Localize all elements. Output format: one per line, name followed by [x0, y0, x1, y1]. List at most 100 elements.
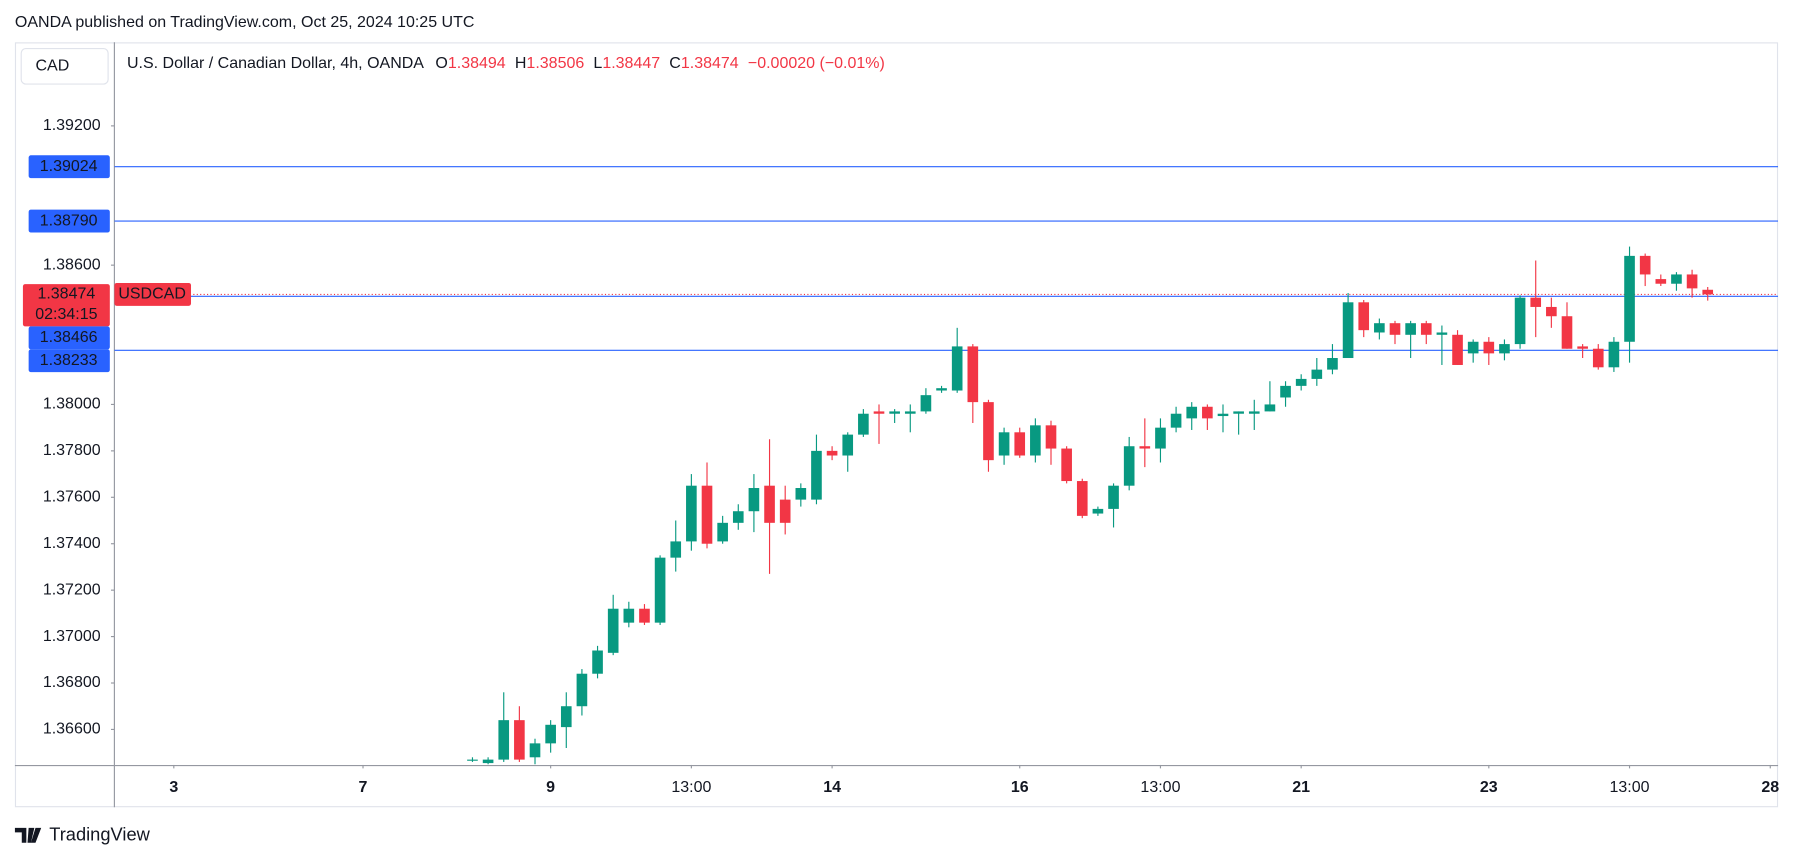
candle-body [1686, 274, 1698, 289]
y-tick-label: 1.36800 [43, 674, 101, 691]
candle-body [1530, 297, 1542, 307]
candle-body [1092, 508, 1104, 514]
candle-body [1358, 302, 1370, 331]
brand-logo [14, 827, 42, 843]
x-tick-label: 16 [1011, 779, 1029, 796]
candle-body [842, 434, 854, 456]
countdown-label: 02:34:15 [35, 306, 97, 323]
candle-body [560, 706, 572, 728]
y-tick-label: 1.38600 [43, 256, 101, 273]
level-box [28, 209, 110, 233]
chart-frame [14, 42, 1779, 808]
candle-body [1076, 481, 1088, 516]
candle-body [1311, 369, 1323, 379]
y-tick-label: 1.39200 [43, 117, 101, 134]
candle-body [1248, 411, 1260, 414]
candle-body [1155, 427, 1166, 449]
candle-body [967, 346, 979, 403]
candle-body [1217, 413, 1229, 417]
candle-body [826, 450, 838, 456]
candle-body [482, 759, 494, 764]
candle-body [1280, 385, 1291, 398]
level-box [28, 326, 110, 350]
y-tick-label: 1.37800 [43, 442, 101, 459]
level-label: 1.38466 [40, 329, 98, 346]
brand-name: TradingView [49, 824, 150, 845]
candle-body [858, 413, 869, 435]
x-tick-label: 13:00 [1140, 779, 1180, 796]
candle-body [889, 411, 900, 414]
candle-body [1592, 348, 1604, 368]
y-tick-label: 1.38000 [43, 396, 101, 413]
ohlc-prefix: H [515, 55, 527, 72]
level-box [28, 349, 110, 373]
candle-body [936, 388, 947, 391]
candle-body [1327, 358, 1338, 370]
candle-body [1577, 346, 1588, 349]
candle-body [654, 557, 666, 623]
candle-body [1499, 344, 1510, 354]
candle-body [1170, 413, 1182, 428]
candle-body [1436, 332, 1448, 335]
ohlc-prefix: C [669, 55, 681, 72]
x-tick-label: 28 [1761, 779, 1779, 796]
currency-button[interactable] [20, 48, 109, 85]
candle-body [1014, 432, 1026, 456]
candle-body [1342, 302, 1354, 359]
candle-body [1295, 378, 1307, 386]
candle-body [920, 395, 932, 412]
y-tick-label: 1.37400 [43, 535, 101, 552]
currency-label: CAD [36, 58, 70, 75]
candle-body [1561, 316, 1573, 349]
candle-body [1483, 341, 1495, 354]
ohlc-value: 1.38506 [526, 55, 584, 72]
level-box [28, 155, 110, 179]
candle-body [811, 450, 822, 500]
ohlc-value: 1.38447 [602, 55, 660, 72]
change-value: −0.00020 (−0.01%) [748, 55, 885, 72]
x-tick-label: 13:00 [671, 779, 711, 796]
plot [114, 166, 1779, 765]
candle-body [1030, 425, 1041, 456]
candle-body [467, 759, 478, 761]
x-tick-label: 7 [359, 779, 368, 796]
chart-header: U.S. Dollar / Canadian Dollar, 4h, OANDA… [127, 55, 885, 72]
candle-body [1639, 255, 1651, 275]
candle-body [748, 488, 760, 512]
candle-body [514, 720, 525, 760]
candle-body [1405, 323, 1416, 335]
candle-body [1624, 255, 1635, 342]
y-tick-label: 1.36600 [43, 721, 101, 738]
candle-body [1702, 289, 1714, 295]
candle-body [529, 743, 541, 758]
chart-title: U.S. Dollar / Canadian Dollar, 4h, OANDA [127, 55, 424, 72]
candle-body [1608, 341, 1620, 368]
candle-body [1655, 279, 1667, 284]
ohlc-value: 1.38474 [681, 55, 739, 72]
candle-body [1061, 448, 1072, 482]
x-tick-label: 21 [1292, 779, 1310, 796]
candle-body [1546, 306, 1557, 317]
candle-body [1045, 425, 1057, 449]
candle-body [873, 411, 885, 414]
candle-body [607, 608, 619, 653]
x-tick-label: 14 [823, 779, 841, 796]
candle-body [1123, 446, 1135, 486]
symbol-label: USDCAD [118, 286, 186, 303]
candle-body [732, 511, 744, 523]
x-tick-label: 9 [546, 779, 555, 796]
candle-body [1139, 446, 1151, 449]
candle-body [1671, 274, 1682, 284]
x-tick-label: 13:00 [1610, 779, 1650, 796]
candle-body [686, 485, 697, 542]
candle-body [1420, 323, 1432, 335]
ohlc-prefix: O [435, 55, 447, 72]
candle-body [998, 432, 1010, 456]
candle-body [1514, 297, 1526, 345]
level-label: 1.38790 [40, 212, 98, 229]
candle-body [1389, 323, 1401, 335]
candle-body [795, 488, 807, 500]
candle-body [1467, 341, 1479, 354]
